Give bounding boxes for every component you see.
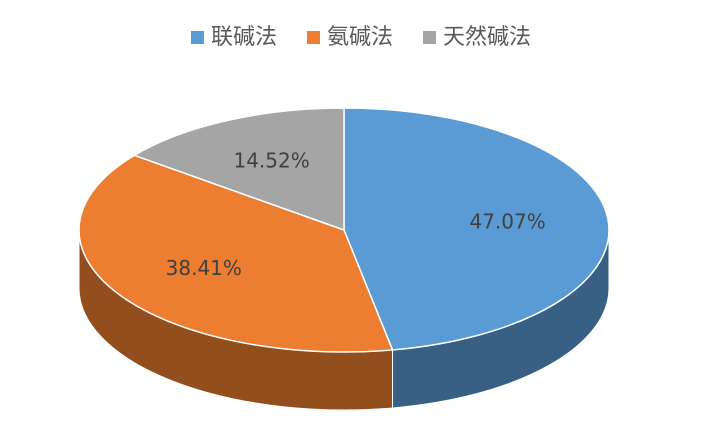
slice [78,154,394,353]
data-label: 38.41% [166,256,242,280]
slice [343,107,610,351]
legend-label: 联碱法 [211,25,277,50]
legend-swatch [423,31,437,44]
data-label: 47.07% [469,210,545,234]
legend-label: 天然碱法 [443,25,531,50]
legend-swatch [190,31,204,44]
legend: 联碱法 氨碱法 天然碱法 [190,25,531,50]
legend-label: 氨碱法 [327,25,393,50]
legend-swatch [306,31,320,44]
slice [132,107,345,232]
data-label: 14.52% [233,149,309,173]
